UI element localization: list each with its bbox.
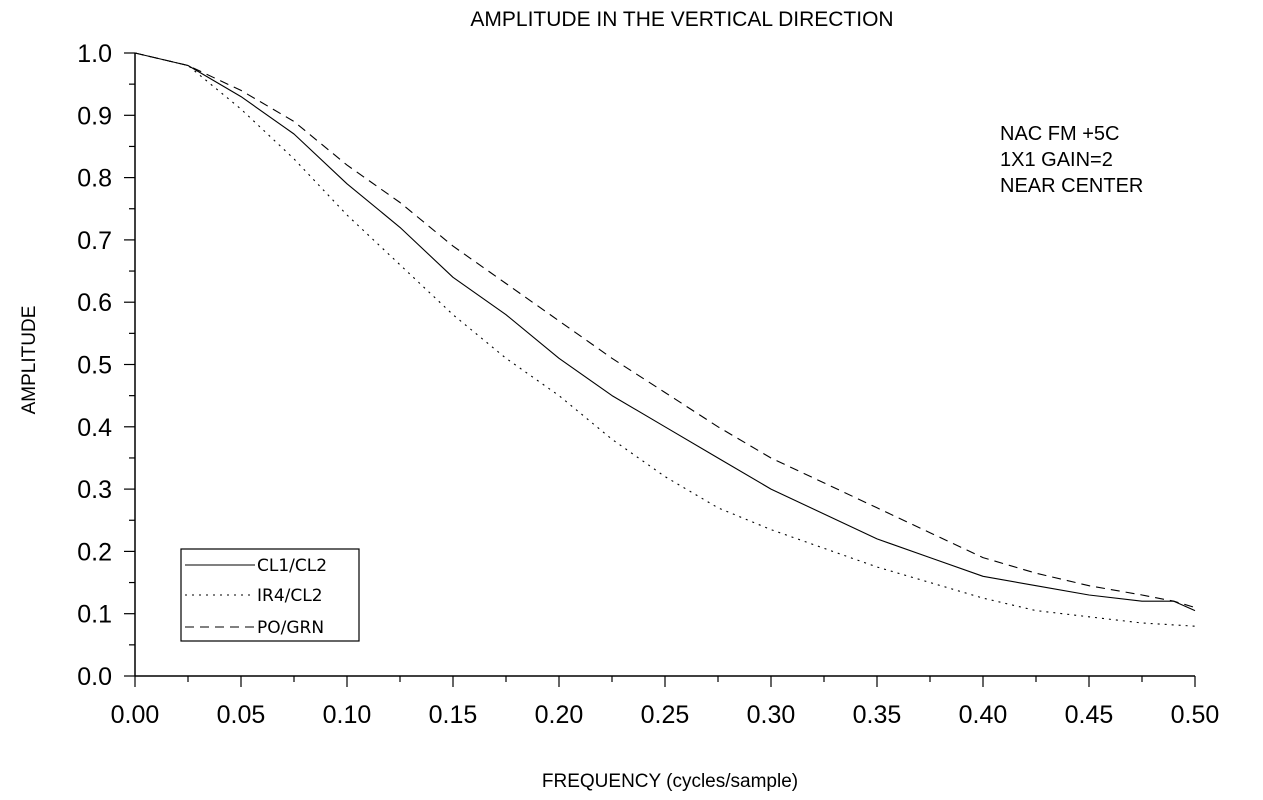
legend-label-ir4-cl2: IR4/CL2	[257, 586, 323, 606]
x-axis-label: FREQUENCY (cycles/sample)	[542, 771, 798, 792]
series-line-po-grn	[134, 52, 1196, 609]
x-tick-label: 0.35	[853, 701, 902, 729]
y-tick-label: 0.0	[77, 663, 112, 691]
y-tick-label: 0.1	[77, 601, 112, 629]
x-tick-label: 0.20	[535, 701, 584, 729]
y-tick-label: 0.7	[77, 227, 112, 255]
ticks	[124, 52, 1196, 687]
y-tick-label: 0.4	[77, 414, 112, 442]
x-tick-label: 0.05	[217, 701, 266, 729]
x-tick-label: 0.15	[429, 701, 478, 729]
chart-title: AMPLITUDE IN THE VERTICAL DIRECTION	[470, 8, 893, 31]
x-tick-label: 0.25	[641, 701, 690, 729]
y-axis-label: AMPLITUDE	[19, 306, 40, 415]
annotation-line-2: 1X1 GAIN=2	[1000, 149, 1113, 171]
x-tick-label: 0.50	[1171, 701, 1220, 729]
y-tick-label: 0.5	[77, 352, 112, 380]
y-tick-label: 1.0	[77, 40, 112, 68]
y-tick-label: 0.9	[77, 102, 112, 130]
y-tick-label: 0.6	[77, 289, 112, 317]
annotation-line-3: NEAR CENTER	[1000, 175, 1143, 197]
legend-label-cl1-cl2: CL1/CL2	[257, 556, 327, 576]
annotation-block: NAC FM +5C 1X1 GAIN=2 NEAR CENTER	[1000, 123, 1143, 197]
y-tick-label: 0.8	[77, 165, 112, 193]
x-tick-label: 0.45	[1065, 701, 1114, 729]
x-tick-label: 0.10	[323, 701, 372, 729]
legend-box	[180, 548, 360, 642]
x-tick-label: 0.00	[111, 701, 160, 729]
x-tick-label: 0.40	[959, 701, 1008, 729]
annotation-line-1: NAC FM +5C	[1000, 123, 1119, 145]
legend-label-po-grn: PO/GRN	[257, 618, 324, 638]
y-tick-label: 0.3	[77, 476, 112, 504]
series-line-cl1-cl2	[134, 52, 1196, 612]
y-tick-label: 0.2	[77, 538, 112, 566]
legend: CL1/CL2 IR4/CL2 PO/GRN	[180, 548, 360, 642]
tick-labels: 0.00 0.05 0.10 0.15 0.20 0.25 0.30 0.35 0.40 0.45…	[77, 40, 1219, 729]
series-lines	[134, 52, 1196, 627]
x-tick-label: 0.30	[747, 701, 796, 729]
